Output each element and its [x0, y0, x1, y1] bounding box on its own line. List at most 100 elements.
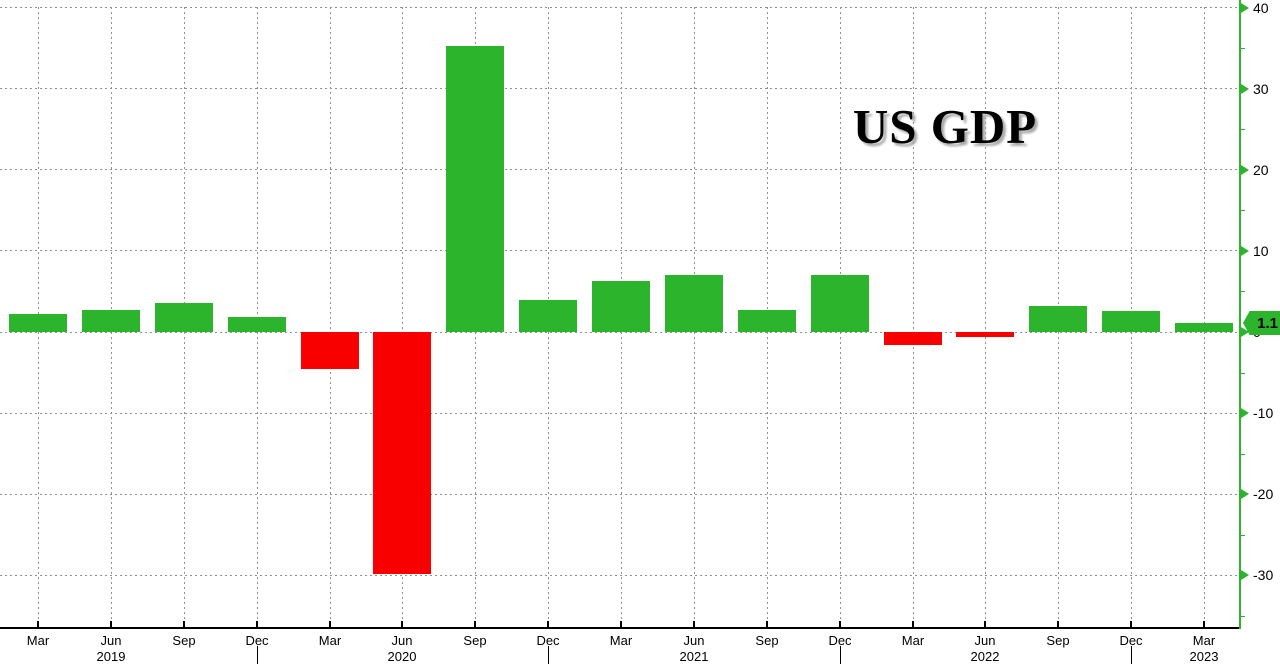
gdp-bar-positive	[155, 303, 213, 332]
last-value-label: 1.1	[1257, 314, 1278, 332]
x-axis-tick	[839, 621, 841, 627]
x-axis-tick	[984, 621, 986, 627]
y-axis-tick-arrow	[1241, 164, 1249, 175]
x-axis-month-label: Sep	[755, 633, 779, 648]
gdp-bar-positive	[1175, 323, 1233, 332]
h-gridline	[0, 7, 1240, 9]
x-axis-month-label: Mar	[609, 633, 633, 648]
y-axis-minor-tick	[1240, 372, 1245, 374]
x-axis-month-label: Mar	[26, 633, 50, 648]
y-axis-minor-tick	[1240, 291, 1245, 293]
gdp-bar-positive	[1102, 311, 1160, 332]
x-axis-month-label: Sep	[172, 633, 196, 648]
x-axis-month-label: Mar	[901, 633, 925, 648]
year-separator-line	[257, 646, 258, 664]
x-axis-tick	[620, 621, 622, 627]
y-axis-minor-tick	[1240, 210, 1245, 212]
h-gridline	[0, 574, 1240, 576]
y-axis-tick-arrow	[1241, 408, 1249, 419]
x-axis-month-label: Jun	[391, 633, 413, 648]
y-axis-label: 40	[1253, 0, 1269, 16]
x-axis-tick	[183, 621, 185, 627]
y-axis-label: 20	[1253, 161, 1269, 178]
gdp-bar-negative	[373, 332, 431, 574]
year-separator-line	[1131, 646, 1132, 664]
h-gridline	[0, 250, 1240, 252]
y-axis-minor-tick	[1240, 48, 1245, 50]
x-axis-month-label: Mar	[1192, 633, 1216, 648]
y-axis-minor-tick	[1240, 534, 1245, 536]
y-axis-label: 30	[1253, 80, 1269, 97]
gdp-bar-negative	[956, 332, 1014, 337]
x-axis-month-label: Dec	[245, 633, 269, 648]
gdp-bar-positive	[9, 314, 67, 332]
v-gridline	[1204, 7, 1205, 628]
x-axis-tick	[547, 621, 549, 627]
gdp-bar-negative	[884, 332, 942, 345]
gdp-bar-positive	[811, 275, 869, 332]
last-value-tag: 1.1	[1243, 311, 1280, 335]
x-axis-year-label: 2021	[679, 649, 709, 664]
x-axis-year-label: 2023	[1189, 649, 1219, 664]
x-axis-tick	[474, 621, 476, 627]
x-axis-year-label: 2020	[387, 649, 417, 664]
x-axis-year-label: 2019	[96, 649, 126, 664]
y-axis-tick-arrow	[1241, 570, 1249, 581]
h-gridline	[0, 412, 1240, 414]
gdp-bar-positive	[82, 310, 140, 332]
x-axis-month-label: Sep	[1046, 633, 1070, 648]
v-gridline	[330, 7, 331, 628]
x-axis-tick	[329, 621, 331, 627]
h-gridline	[0, 169, 1240, 171]
x-axis-tick	[1130, 621, 1132, 627]
y-axis-tick-arrow	[1241, 245, 1249, 256]
gdp-bar-negative	[301, 332, 359, 369]
y-axis-tick-arrow	[1241, 489, 1249, 500]
h-gridline	[0, 88, 1240, 90]
x-axis-month-label: Dec	[828, 633, 852, 648]
h-gridline	[0, 493, 1240, 495]
y-axis-minor-tick	[1240, 129, 1245, 131]
y-axis-tick-arrow	[1241, 83, 1249, 94]
x-axis-month-label: Dec	[1119, 633, 1143, 648]
x-axis-tick	[1203, 621, 1205, 627]
x-axis-tick	[693, 621, 695, 627]
chart-title: US GDP	[852, 99, 1038, 154]
x-axis-month-label: Dec	[536, 633, 560, 648]
x-axis-month-label: Jun	[974, 633, 996, 648]
x-axis-year-label: 2022	[970, 649, 1000, 664]
y-axis-label: -30	[1253, 567, 1274, 584]
gdp-bar-positive	[519, 300, 577, 332]
x-axis-month-label: Mar	[318, 633, 342, 648]
x-axis-tick	[37, 621, 39, 627]
x-axis-month-label: Sep	[463, 633, 487, 648]
v-gridline	[402, 7, 403, 628]
year-separator-line	[840, 646, 841, 664]
y-axis-label: 10	[1253, 242, 1269, 259]
x-axis-tick	[766, 621, 768, 627]
y-axis-minor-tick	[1240, 453, 1245, 455]
x-axis-tick	[1057, 621, 1059, 627]
x-axis-tick	[110, 621, 112, 627]
gdp-bar-positive	[446, 46, 504, 332]
x-axis-tick	[912, 621, 914, 627]
gdp-bar-positive	[228, 317, 286, 332]
y-axis-line	[1239, 0, 1241, 629]
x-axis-tick	[401, 621, 403, 627]
x-axis-tick	[256, 621, 258, 627]
y-axis-minor-tick	[1240, 615, 1245, 617]
gdp-bar-positive	[665, 275, 723, 332]
x-axis-month-label: Jun	[100, 633, 122, 648]
x-axis-line	[0, 627, 1241, 629]
year-separator-line	[548, 646, 549, 664]
y-axis-tick-arrow	[1241, 327, 1249, 337]
y-axis-tick-arrow	[1241, 2, 1249, 13]
gdp-bar-positive	[592, 281, 650, 332]
y-axis-label: -20	[1253, 486, 1274, 503]
h-gridline	[0, 331, 1240, 333]
gdp-bar-positive	[738, 310, 796, 332]
v-gridline	[913, 7, 914, 628]
v-gridline	[985, 7, 986, 628]
